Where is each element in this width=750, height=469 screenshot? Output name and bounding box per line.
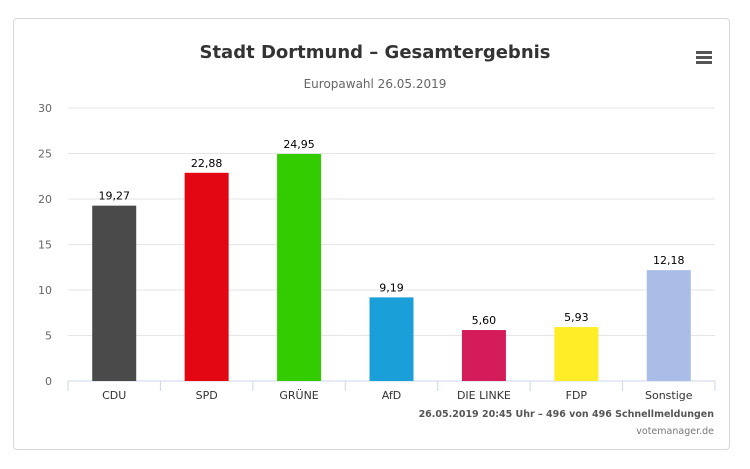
bar-fdp	[554, 327, 599, 381]
data-label: 22,88	[191, 157, 223, 170]
data-label: 5,93	[564, 311, 589, 324]
y-tick-label: 10	[38, 284, 52, 297]
source-link[interactable]: votemanager.de	[636, 426, 714, 437]
x-tick-label: AfD	[382, 389, 401, 402]
x-tick-label: FDP	[566, 389, 588, 402]
chart-title: Stadt Dortmund – Gesamtergebnis	[199, 42, 551, 63]
bar-cdu	[92, 205, 137, 381]
y-tick-label: 25	[38, 148, 52, 161]
x-tick-label: Sonstige	[645, 389, 693, 402]
y-tick-label: 30	[38, 102, 52, 115]
x-tick-label: SPD	[196, 389, 218, 402]
bar-afd	[369, 297, 414, 381]
data-label: 19,27	[98, 190, 130, 203]
bar-sonstige	[646, 270, 691, 381]
status-text: 26.05.2019 20:45 Uhr – 496 von 496 Schne…	[418, 409, 714, 420]
x-tick-label: CDU	[102, 389, 126, 402]
data-label: 5,60	[472, 314, 497, 327]
bar-spd	[184, 172, 229, 381]
y-tick-label: 5	[45, 330, 52, 343]
chart-subtitle: Europawahl 26.05.2019	[303, 77, 447, 91]
y-tick-label: 20	[38, 193, 52, 206]
data-label: 24,95	[283, 138, 315, 151]
x-tick-label: DIE LINKE	[457, 389, 511, 402]
bar-die-linke	[461, 330, 506, 381]
data-label: 12,18	[653, 254, 685, 267]
data-label: 9,19	[379, 281, 404, 294]
bar-grüne	[277, 153, 322, 381]
y-tick-label: 0	[45, 375, 52, 388]
hamburger-menu-icon[interactable]	[692, 48, 716, 68]
y-tick-label: 15	[38, 239, 52, 252]
x-tick-label: GRÜNE	[279, 389, 318, 402]
